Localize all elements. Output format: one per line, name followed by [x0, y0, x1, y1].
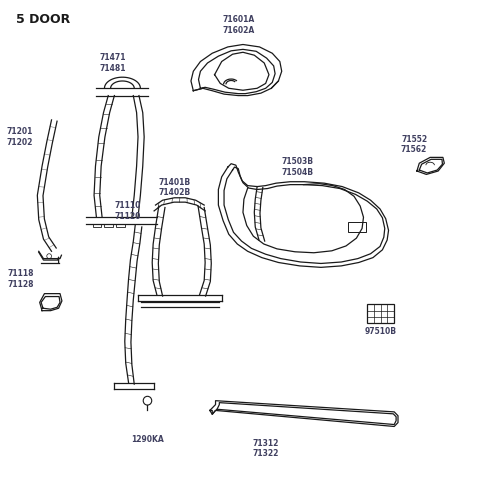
Text: 1290KA: 1290KA	[131, 434, 164, 444]
Text: 71552
71562: 71552 71562	[401, 135, 427, 155]
Bar	[348, 222, 366, 232]
Text: 71110
71120: 71110 71120	[114, 201, 141, 221]
Bar	[367, 305, 394, 323]
Text: 71503B
71504B: 71503B 71504B	[282, 158, 314, 177]
Text: 71601A
71602A: 71601A 71602A	[222, 15, 254, 35]
Bar	[116, 224, 125, 227]
Bar	[105, 224, 113, 227]
Text: 71118
71128: 71118 71128	[8, 269, 34, 289]
Text: 71471
71481: 71471 71481	[100, 53, 126, 73]
Text: 71401B
71402B: 71401B 71402B	[159, 178, 191, 197]
Text: 71312
71322: 71312 71322	[252, 439, 279, 458]
Text: 5 DOOR: 5 DOOR	[16, 13, 70, 26]
Bar	[93, 224, 101, 227]
Text: 97510B: 97510B	[364, 327, 396, 336]
Text: 71201
71202: 71201 71202	[6, 127, 33, 147]
